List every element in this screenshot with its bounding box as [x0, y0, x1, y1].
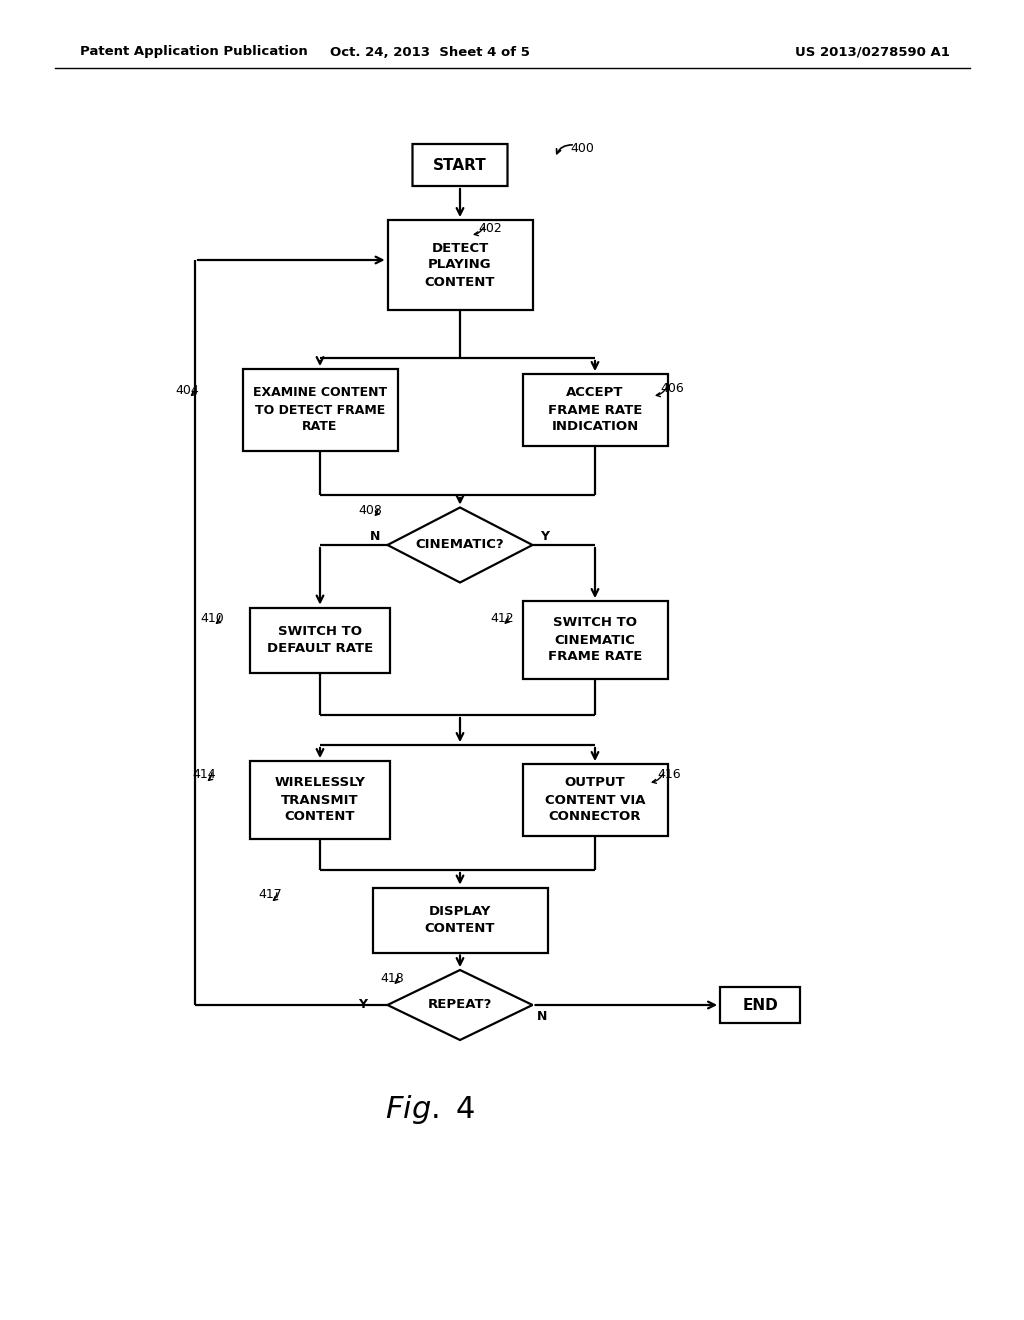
Text: Oct. 24, 2013  Sheet 4 of 5: Oct. 24, 2013 Sheet 4 of 5 — [330, 45, 530, 58]
Polygon shape — [387, 970, 532, 1040]
Text: Y: Y — [358, 998, 367, 1011]
Polygon shape — [387, 507, 532, 582]
FancyBboxPatch shape — [522, 374, 668, 446]
FancyBboxPatch shape — [720, 987, 800, 1023]
Text: ACCEPT
FRAME RATE
INDICATION: ACCEPT FRAME RATE INDICATION — [548, 387, 642, 433]
Text: SWITCH TO
DEFAULT RATE: SWITCH TO DEFAULT RATE — [267, 624, 373, 655]
Text: 417: 417 — [258, 888, 282, 902]
Text: Patent Application Publication: Patent Application Publication — [80, 45, 308, 58]
Text: 412: 412 — [490, 611, 514, 624]
FancyBboxPatch shape — [387, 220, 532, 310]
Text: 406: 406 — [660, 381, 684, 395]
Text: 400: 400 — [570, 141, 594, 154]
Text: DETECT
PLAYING
CONTENT: DETECT PLAYING CONTENT — [425, 242, 496, 289]
Text: US 2013/0278590 A1: US 2013/0278590 A1 — [795, 45, 950, 58]
Text: SWITCH TO
CINEMATIC
FRAME RATE: SWITCH TO CINEMATIC FRAME RATE — [548, 616, 642, 664]
Text: 410: 410 — [200, 611, 224, 624]
Text: WIRELESSLY
TRANSMIT
CONTENT: WIRELESSLY TRANSMIT CONTENT — [274, 776, 366, 824]
Text: N: N — [538, 1011, 548, 1023]
Text: 416: 416 — [657, 768, 681, 781]
Text: $\mathit{Fig.\ 4}$: $\mathit{Fig.\ 4}$ — [385, 1093, 475, 1126]
Text: 418: 418 — [380, 972, 403, 985]
Text: CINEMATIC?: CINEMATIC? — [416, 539, 504, 552]
FancyBboxPatch shape — [522, 764, 668, 836]
Text: START: START — [433, 157, 486, 173]
Text: END: END — [742, 998, 778, 1012]
Text: N: N — [371, 531, 381, 544]
Text: 408: 408 — [358, 503, 382, 516]
Text: REPEAT?: REPEAT? — [428, 998, 493, 1011]
Text: Y: Y — [540, 531, 549, 544]
Text: EXAMINE CONTENT
TO DETECT FRAME
RATE: EXAMINE CONTENT TO DETECT FRAME RATE — [253, 387, 387, 433]
Text: 414: 414 — [193, 768, 216, 781]
FancyBboxPatch shape — [522, 601, 668, 678]
FancyBboxPatch shape — [250, 762, 390, 840]
FancyBboxPatch shape — [243, 370, 397, 451]
Text: 404: 404 — [175, 384, 199, 396]
FancyBboxPatch shape — [373, 887, 548, 953]
Text: OUTPUT
CONTENT VIA
CONNECTOR: OUTPUT CONTENT VIA CONNECTOR — [545, 776, 645, 824]
FancyBboxPatch shape — [250, 607, 390, 672]
FancyBboxPatch shape — [413, 144, 508, 186]
Text: DISPLAY
CONTENT: DISPLAY CONTENT — [425, 906, 496, 935]
Text: 402: 402 — [478, 222, 502, 235]
